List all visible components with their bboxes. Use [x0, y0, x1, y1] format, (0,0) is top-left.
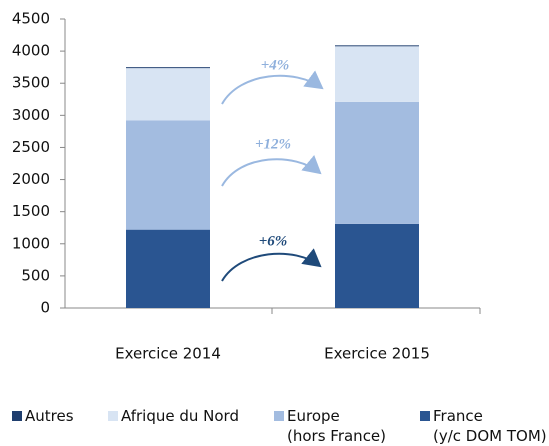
legend-item: Afrique du Nord — [108, 406, 239, 426]
legend-swatch — [12, 411, 22, 421]
y-tick-label: 3000 — [12, 106, 50, 124]
bar-segment — [335, 223, 419, 308]
bar-segment — [126, 67, 210, 69]
bar-segment — [335, 46, 419, 102]
legend-label: Afrique du Nord — [121, 407, 239, 425]
chart: 0 500 1000 1500 2000 2500 3000 3500 4000 4500 Exer… — [12, 10, 481, 363]
annotation: +4% — [261, 57, 290, 73]
y-tick-label: 2500 — [12, 138, 50, 156]
legend: Autres Afrique du Nord Europe (hors France… — [0, 406, 549, 445]
legend-swatch — [274, 411, 284, 421]
bar-segment — [126, 68, 210, 121]
x-tick-label: Exercice 2014 — [115, 345, 221, 363]
y-tick-label: 500 — [21, 266, 50, 284]
bar-segment — [126, 120, 210, 230]
arrow — [221, 155, 322, 187]
annotation: +12% — [255, 136, 291, 152]
arrow — [221, 248, 322, 282]
legend-item: Europe (hors France) — [274, 406, 386, 446]
y-tick-label: 4000 — [12, 42, 50, 60]
y-tick-label: 3500 — [12, 74, 50, 92]
y-tick-label: 1000 — [12, 234, 50, 252]
legend-label: Autres — [25, 407, 74, 425]
y-tick-label: 0 — [40, 299, 50, 317]
bar-segment — [126, 229, 210, 308]
legend-swatch — [420, 411, 430, 421]
legend-item: Autres — [12, 406, 74, 426]
y-tick-label: 4500 — [12, 10, 50, 28]
legend-item: France (y/c DOM TOM) — [420, 406, 547, 446]
bar-segment — [335, 45, 419, 47]
x-tick-label: Exercice 2015 — [324, 345, 430, 363]
legend-label: Europe (hors France) — [287, 407, 387, 445]
legend-swatch — [108, 411, 118, 421]
y-tick-label: 2000 — [12, 170, 50, 188]
arrow — [221, 70, 324, 105]
y-tick-label: 1500 — [12, 202, 50, 220]
annotation: +6% — [259, 233, 288, 249]
legend-label: France (y/c DOM TOM) — [433, 407, 547, 445]
bar-segment — [335, 101, 419, 224]
